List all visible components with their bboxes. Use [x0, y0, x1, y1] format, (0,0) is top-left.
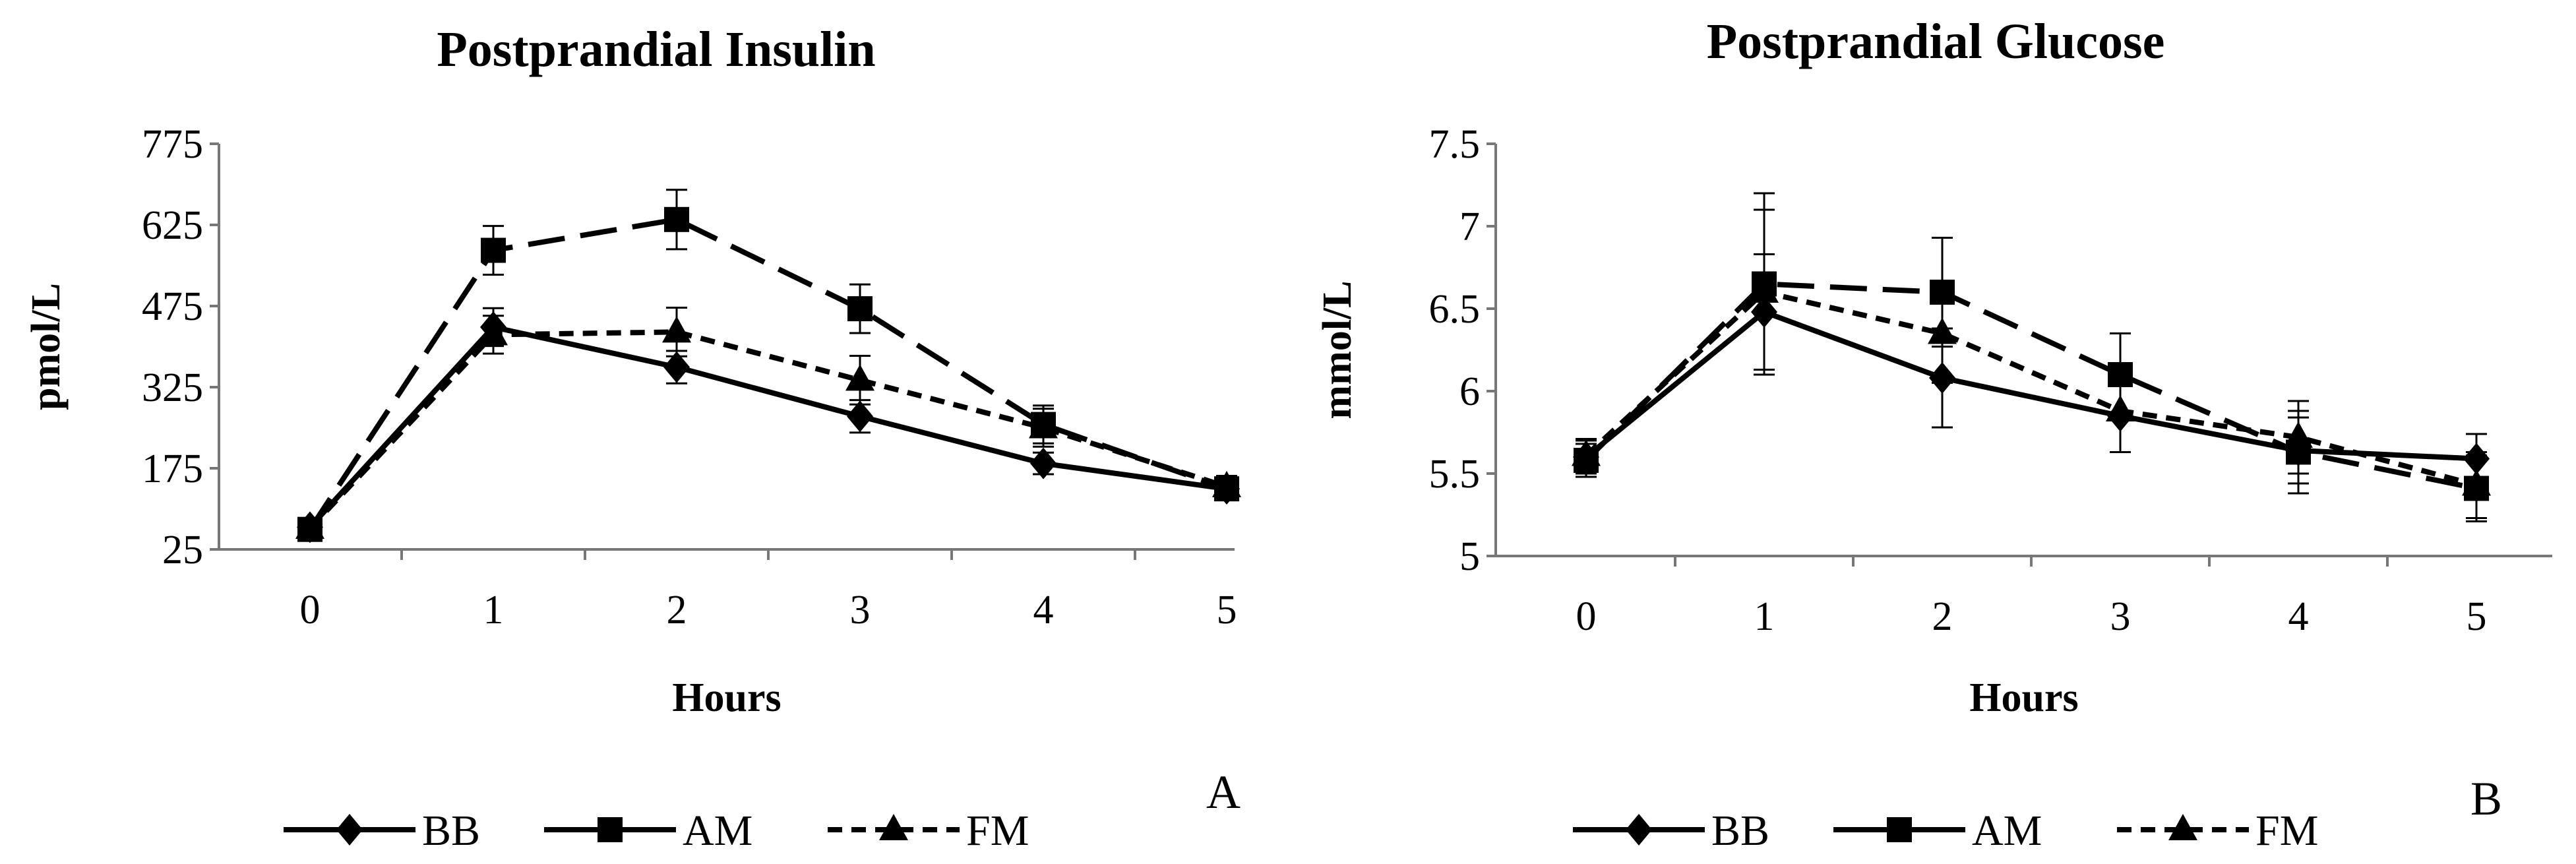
legend-marker-am	[1887, 817, 1912, 842]
data-point-fm	[2462, 469, 2491, 496]
series-line-fm	[308, 329, 1228, 530]
series-line-bb	[1584, 309, 2477, 462]
y-tick-label: 6.5	[1429, 287, 1481, 332]
y-tick-label: 775	[142, 122, 203, 167]
x-tick-label: 5	[2467, 594, 2487, 639]
y-axis-label: pmol/L	[24, 283, 69, 410]
data-point-fm	[479, 319, 508, 346]
legend-marker-bb	[1626, 814, 1652, 846]
legend-marker-fm	[2168, 814, 2197, 840]
x-tick-label: 5	[1217, 588, 1237, 633]
y-tick-label: 5	[1459, 534, 1480, 579]
legend-label-fm: FM	[966, 807, 1029, 855]
x-tick-label: 1	[1754, 594, 1775, 639]
series-line-fm	[1584, 290, 2478, 488]
data-point-fm	[1572, 439, 1601, 466]
x-tick-label: 4	[1033, 588, 1054, 633]
y-axis-label: mmol/L	[1315, 280, 1360, 419]
data-point-fm	[295, 512, 324, 540]
data-point-fm	[1212, 470, 1241, 497]
y-tick-label: 7	[1459, 204, 1480, 249]
y-tick-label: 5.5	[1429, 452, 1481, 497]
insulin-chart: Postprandial Insulinpmol/LHours251753254…	[24, 22, 1241, 855]
data-point-bb	[1030, 447, 1057, 479]
legend-marker-bb	[336, 814, 363, 846]
data-point-fm	[662, 316, 691, 343]
x-axis-label: Hours	[672, 675, 781, 720]
data-point-am	[847, 296, 873, 322]
x-tick-label: 4	[2288, 594, 2309, 639]
data-point-fm	[1928, 317, 1957, 344]
data-point-am	[664, 206, 689, 232]
x-tick-label: 2	[667, 588, 687, 633]
y-tick-label: 25	[162, 528, 203, 572]
series-line-am	[1584, 281, 2477, 491]
data-point-fm	[1029, 412, 1058, 439]
y-tick-label: 625	[142, 203, 203, 248]
panel-label: A	[1206, 766, 1241, 818]
data-point-fm	[845, 364, 874, 391]
x-tick-label: 3	[850, 588, 871, 633]
y-tick-label: 325	[142, 365, 203, 410]
chart-title: Postprandial Insulin	[437, 22, 875, 77]
data-point-fm	[2284, 421, 2313, 448]
legend-label-bb: BB	[1711, 807, 1769, 855]
x-tick-label: 0	[300, 588, 321, 633]
legend-label-fm: FM	[2255, 807, 2318, 855]
glucose-chart: Postprandial Glucose mmol/L Hours 5 5.5 6 6.5 7…	[1315, 14, 2552, 855]
data-point-bb	[847, 400, 873, 433]
x-tick-label: 1	[483, 588, 504, 633]
legend-marker-am	[598, 817, 623, 842]
y-tick-label: 175	[142, 447, 203, 491]
y-tick-label: 475	[142, 284, 203, 329]
chart-title: Postprandial Glucose	[1707, 14, 2165, 69]
y-tick-label: 6	[1459, 369, 1480, 414]
x-axis-label: Hours	[1969, 675, 2078, 720]
data-point-am	[481, 237, 506, 263]
legend-label-bb: BB	[422, 807, 480, 855]
panel-label: B	[2470, 772, 2502, 825]
x-tick-label: 0	[1576, 594, 1597, 639]
series-line-bb	[308, 324, 1227, 530]
legend-label-am: AM	[683, 807, 752, 855]
y-tick-label: 7.5	[1429, 122, 1481, 167]
legend-label-am: AM	[1972, 807, 2042, 855]
x-tick-label: 2	[1932, 594, 1953, 639]
legend-marker-fm	[879, 814, 908, 840]
data-point-bb	[663, 351, 690, 383]
data-point-fm	[1750, 276, 1779, 303]
x-tick-label: 3	[2110, 594, 2131, 639]
data-point-fm	[2106, 395, 2135, 421]
